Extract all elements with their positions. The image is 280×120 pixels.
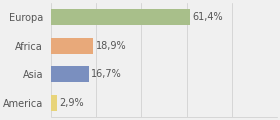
- Bar: [51, 66, 88, 82]
- Text: 61,4%: 61,4%: [192, 12, 223, 22]
- Bar: [51, 95, 57, 111]
- Bar: [51, 38, 94, 54]
- Bar: [51, 9, 190, 25]
- Text: 16,7%: 16,7%: [91, 69, 122, 79]
- Text: 2,9%: 2,9%: [60, 98, 84, 108]
- Text: 18,9%: 18,9%: [96, 41, 126, 51]
